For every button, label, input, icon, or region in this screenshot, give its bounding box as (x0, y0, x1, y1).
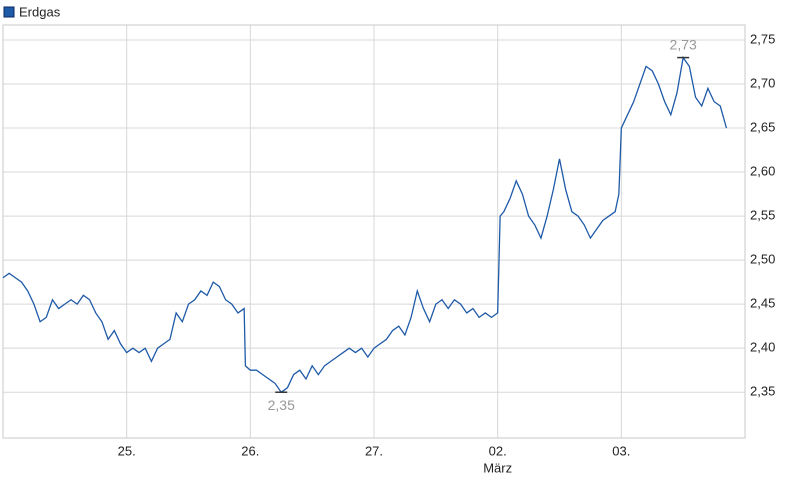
price-line (2, 55, 728, 394)
annotation: 2,35 (268, 397, 295, 413)
annotation: 2,73 (670, 36, 697, 52)
x-tick-label: 03. (612, 443, 630, 458)
y-tick-label: 2,40 (750, 340, 775, 355)
x-tick-label: 02. (489, 443, 507, 458)
y-tick-label: 2,60 (750, 163, 775, 178)
y-tick-label: 2,50 (750, 252, 775, 267)
y-tick-label: 2,45 (750, 296, 775, 311)
legend-swatch (3, 6, 15, 18)
y-tick-label: 2,35 (750, 384, 775, 399)
y-tick-label: 2,55 (750, 208, 775, 223)
y-tick-label: 2,75 (750, 31, 775, 46)
x-tick-label: 27. (365, 443, 383, 458)
plot-border (2, 24, 746, 439)
legend-label: Erdgas (19, 4, 61, 19)
x-tick-label: 25. (118, 443, 136, 458)
y-tick-label: 2,70 (750, 75, 775, 90)
x-axis-label: März (483, 460, 512, 475)
y-tick-label: 2,65 (750, 119, 775, 134)
x-tick-label: 26. (241, 443, 259, 458)
